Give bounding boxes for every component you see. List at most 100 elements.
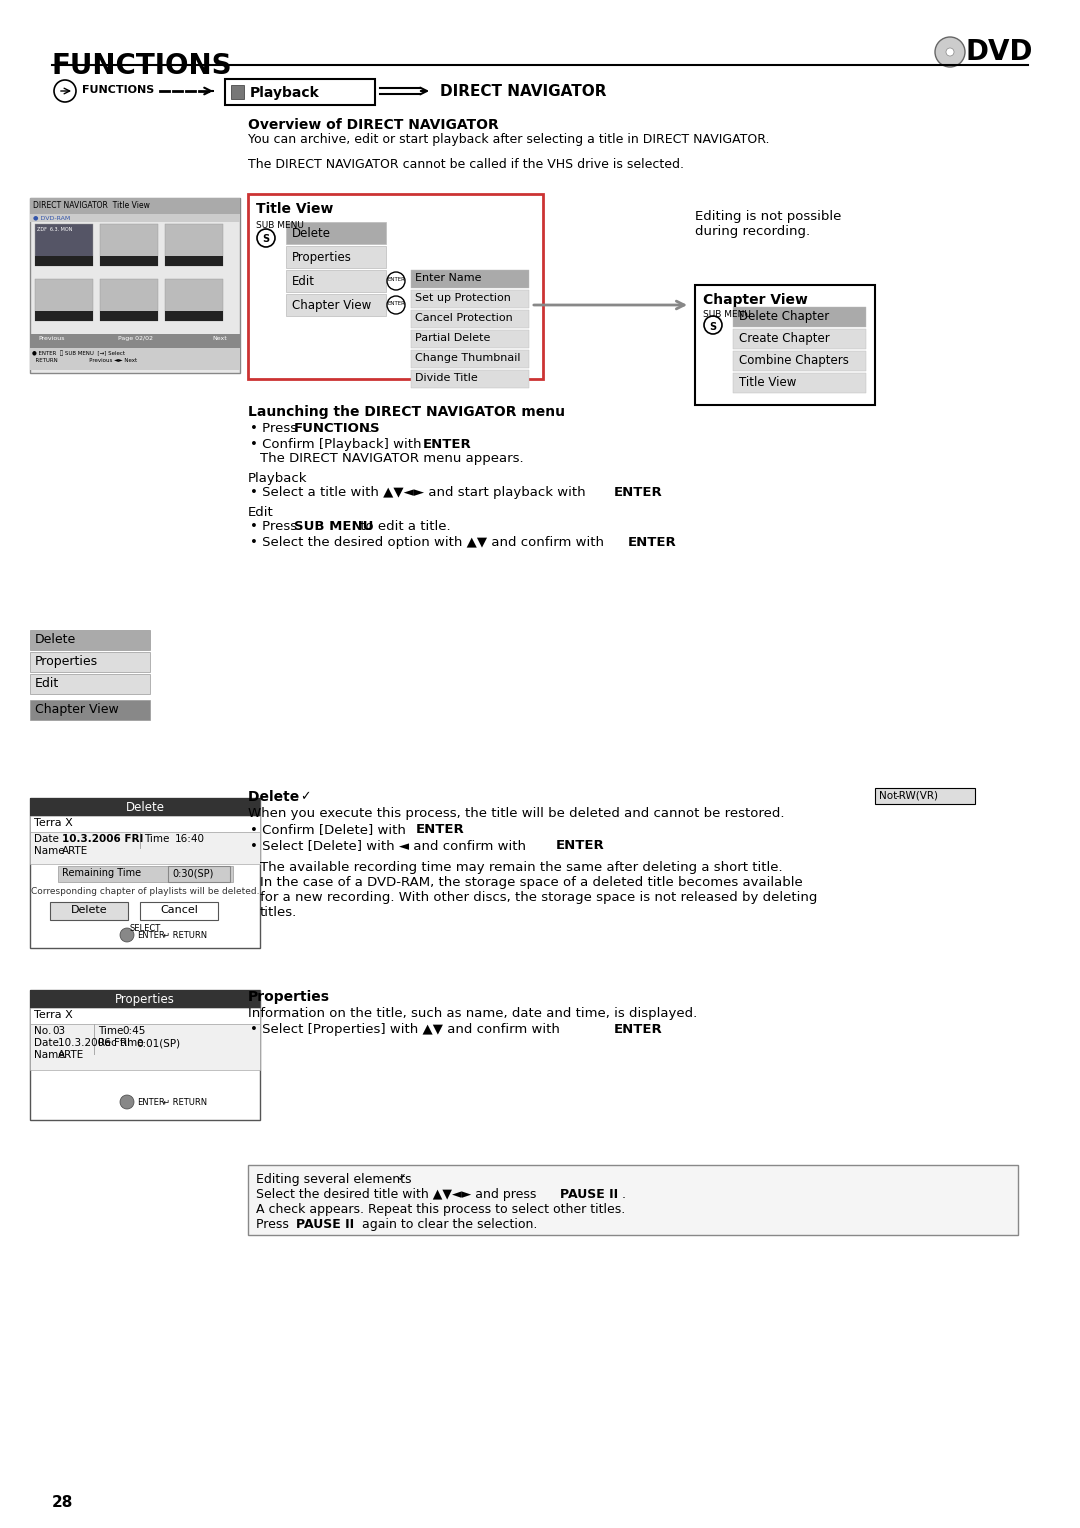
Bar — [30, 700, 150, 720]
Bar — [30, 798, 260, 947]
Text: 16:40: 16:40 — [175, 834, 205, 843]
Text: Press: Press — [256, 1218, 293, 1232]
Text: Not: Not — [879, 792, 901, 801]
Text: FUNCTIONS: FUNCTIONS — [82, 86, 154, 95]
Circle shape — [704, 316, 723, 335]
Text: Properties: Properties — [35, 656, 98, 668]
Circle shape — [120, 927, 134, 941]
Text: Chapter View: Chapter View — [292, 299, 372, 312]
Text: SUB MENU: SUB MENU — [256, 222, 303, 231]
Text: Previous: Previous — [38, 336, 65, 341]
Text: Editing is not possible: Editing is not possible — [696, 209, 841, 223]
Text: ENTER: ENTER — [423, 439, 472, 451]
Text: Divide Title: Divide Title — [415, 373, 477, 384]
Text: SELECT: SELECT — [130, 924, 161, 934]
Text: Page 02/02: Page 02/02 — [118, 336, 152, 341]
Text: ENTER: ENTER — [556, 839, 605, 853]
Bar — [411, 290, 529, 309]
Text: Create Chapter: Create Chapter — [739, 332, 829, 345]
Bar — [100, 312, 158, 321]
Text: DIRECT NAVIGATOR: DIRECT NAVIGATOR — [440, 84, 607, 99]
Bar — [100, 257, 158, 266]
Bar — [30, 816, 260, 833]
Text: 0:30(SP): 0:30(SP) — [172, 868, 214, 879]
Bar — [733, 307, 866, 327]
Text: Cancel: Cancel — [160, 905, 198, 915]
Text: Launching the DIRECT NAVIGATOR menu: Launching the DIRECT NAVIGATOR menu — [248, 405, 565, 419]
Text: Properties: Properties — [116, 993, 175, 1005]
Text: ENTER: ENTER — [137, 1099, 165, 1106]
Bar — [875, 788, 975, 804]
Bar — [248, 194, 543, 379]
Bar — [231, 86, 244, 99]
Text: ● ENTER  Ⓢ SUB MENU  [→] Select: ● ENTER Ⓢ SUB MENU [→] Select — [32, 350, 125, 356]
Text: .: . — [461, 439, 465, 451]
Text: Combine Chapters: Combine Chapters — [739, 354, 849, 367]
Bar — [225, 79, 375, 105]
Text: • Select the desired option with ▲▼ and confirm with: • Select the desired option with ▲▼ and … — [249, 536, 608, 549]
Text: • Confirm [Delete] with: • Confirm [Delete] with — [249, 824, 410, 836]
Text: .: . — [652, 1024, 657, 1036]
Bar — [411, 330, 529, 348]
Bar — [411, 270, 529, 287]
Bar — [733, 351, 866, 371]
Circle shape — [257, 229, 275, 248]
Bar — [30, 674, 150, 694]
Text: You can archive, edit or start playback after selecting a title in DIRECT NAVIGA: You can archive, edit or start playback … — [248, 133, 769, 147]
Text: Partial Delete: Partial Delete — [415, 333, 490, 342]
Circle shape — [387, 272, 405, 290]
Text: Cancel Protection: Cancel Protection — [415, 313, 513, 322]
Text: Name: Name — [33, 847, 65, 856]
Text: Properties: Properties — [292, 251, 352, 264]
Text: • Select [Properties] with ▲▼ and confirm with: • Select [Properties] with ▲▼ and confir… — [249, 1024, 564, 1036]
Text: Rec time: Rec time — [98, 1038, 144, 1048]
Text: Playback: Playback — [249, 86, 320, 99]
Circle shape — [120, 1096, 134, 1109]
Text: for a new recording. With other discs, the storage space is not released by dele: for a new recording. With other discs, t… — [260, 891, 818, 905]
Text: The DIRECT NAVIGATOR menu appears.: The DIRECT NAVIGATOR menu appears. — [260, 452, 524, 465]
Bar — [35, 280, 93, 321]
Bar — [50, 902, 129, 920]
Text: DVD: DVD — [966, 38, 1034, 66]
Text: Edit: Edit — [248, 506, 273, 520]
Text: Time: Time — [98, 1025, 123, 1036]
Text: to edit a title.: to edit a title. — [356, 520, 450, 533]
Text: Information on the title, such as name, date and time, is displayed.: Information on the title, such as name, … — [248, 1007, 698, 1021]
Bar — [30, 199, 240, 214]
Text: ✓: ✓ — [394, 1174, 407, 1183]
Text: When you execute this process, the title will be deleted and cannot be restored.: When you execute this process, the title… — [248, 807, 784, 821]
Text: No.: No. — [33, 1025, 52, 1036]
Text: ENTER: ENTER — [615, 1024, 663, 1036]
Text: Terra X: Terra X — [33, 817, 72, 828]
Bar — [30, 199, 240, 373]
Bar — [165, 225, 222, 266]
Text: Overview of DIRECT NAVIGATOR: Overview of DIRECT NAVIGATOR — [248, 118, 499, 131]
Text: ENTER: ENTER — [137, 931, 165, 940]
Text: titles.: titles. — [260, 906, 297, 918]
Bar — [30, 833, 260, 863]
Text: -RW(VR): -RW(VR) — [895, 792, 939, 801]
Bar — [30, 652, 150, 672]
Text: ENTER: ENTER — [627, 536, 677, 549]
Text: Edit: Edit — [292, 275, 315, 287]
Text: Edit: Edit — [35, 677, 59, 691]
Bar — [286, 246, 386, 267]
Text: ↵ RETURN: ↵ RETURN — [163, 1099, 207, 1106]
Text: 0:01(SP): 0:01(SP) — [136, 1038, 180, 1048]
Bar — [168, 866, 230, 882]
Bar — [35, 312, 93, 321]
Text: DIRECT NAVIGATOR  Title View: DIRECT NAVIGATOR Title View — [33, 202, 150, 209]
Bar — [58, 866, 233, 882]
Bar — [30, 990, 260, 1120]
Text: 10.3.2006 FRI: 10.3.2006 FRI — [62, 834, 144, 843]
Text: Title View: Title View — [739, 376, 796, 390]
Bar — [696, 286, 875, 405]
Circle shape — [946, 47, 954, 57]
Bar — [286, 222, 386, 244]
Text: Delete: Delete — [248, 790, 305, 804]
Text: FUNCTIONS: FUNCTIONS — [52, 52, 232, 79]
Bar — [35, 225, 93, 266]
Text: SUB MENU: SUB MENU — [294, 520, 374, 533]
Bar — [286, 270, 386, 292]
Bar — [30, 214, 240, 222]
